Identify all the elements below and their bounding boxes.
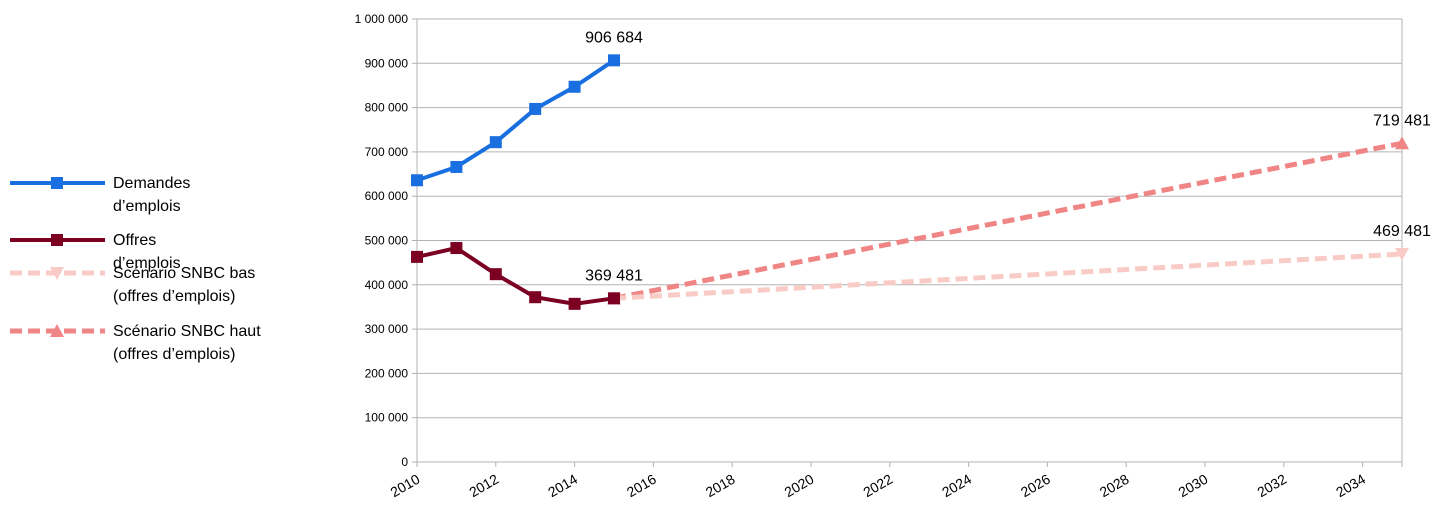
marker [1395,248,1409,262]
legend-item: Offres d’emplois [0,229,223,275]
x-tick-label: 2028 [1097,471,1132,501]
x-tick-label: 2014 [545,471,580,501]
marker [51,234,63,246]
y-tick-label: 400 000 [365,278,409,292]
marker [50,324,64,337]
y-tick-label: 1 000 000 [355,12,409,26]
legend-swatch [10,324,105,337]
series-line [416,245,615,306]
legend-swatch [10,177,105,189]
series-line [613,251,1403,301]
x-tick-label: 2022 [860,471,895,501]
x-tick-label: 2026 [1018,471,1053,501]
marker [450,160,463,173]
data-label: 906 684 [585,29,643,46]
legend-label: Scénario SNBC bas (offres d’emplois) [113,265,256,305]
data-label: 719 481 [1373,112,1431,129]
marker [608,54,620,67]
y-tick-label: 700 000 [365,145,409,159]
x-tick-label: 2012 [466,471,501,501]
marker [411,174,423,187]
legend-item: Scénario SNBC bas (offres d’emplois) [0,262,303,308]
marker [529,291,542,304]
marker [568,80,581,93]
series-line [613,140,1403,301]
y-tick-label: 900 000 [365,56,409,70]
x-tick-label: 2024 [939,471,974,501]
legend-swatch [10,267,105,280]
marker [489,268,502,281]
marker [411,250,423,263]
x-tick-label: 2034 [1333,471,1368,501]
marker [1395,136,1409,150]
marker [450,242,463,255]
marker [568,297,581,310]
marker [50,267,64,280]
legend-label: Scénario SNBC haut (offres d’emplois) [113,323,261,363]
x-tick-label: 2018 [703,471,738,501]
legend-item: Scénario SNBC haut (offres d’emplois) [0,320,303,366]
y-tick-label: 600 000 [365,189,409,203]
marker [489,136,502,149]
legend-item: Demandes d’emplois [0,172,223,218]
x-tick-label: 2030 [1176,471,1211,501]
marker [529,102,542,115]
x-tick-label: 2016 [624,471,659,501]
y-tick-label: 800 000 [365,101,409,115]
data-label: 469 481 [1373,223,1431,240]
y-tick-label: 100 000 [365,411,409,425]
legend-label: Offres d’emplois [113,232,181,272]
x-tick-label: 2010 [388,471,423,501]
marker [51,177,63,189]
x-tick-label: 2020 [782,471,817,501]
marker [608,292,620,305]
y-tick-label: 200 000 [365,366,409,380]
series-line [416,58,616,183]
data-label: 369 481 [585,267,643,284]
legend-label: Demandes d’emplois [113,175,191,215]
legend-swatch [10,234,105,246]
y-tick-label: 500 000 [365,234,409,248]
y-tick-label: 0 [401,455,408,469]
y-tick-label: 300 000 [365,322,409,336]
x-tick-label: 2032 [1254,471,1289,501]
